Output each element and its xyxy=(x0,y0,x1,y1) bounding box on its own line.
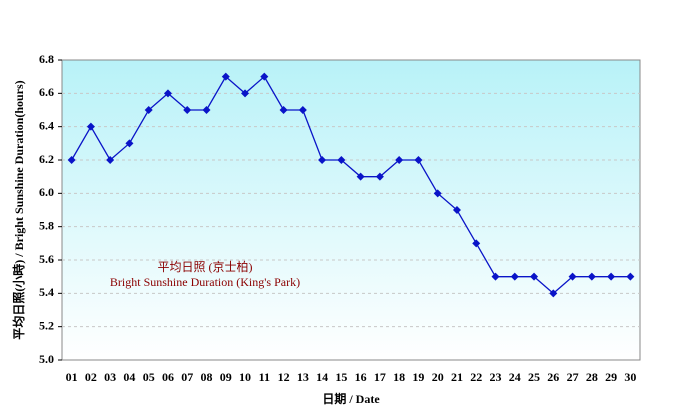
y-tick-label: 5.2 xyxy=(39,318,54,332)
x-tick-label: 20 xyxy=(432,370,444,384)
marker xyxy=(202,106,211,114)
x-tick-label: 05 xyxy=(143,370,155,384)
marker xyxy=(414,156,423,164)
y-tick-label: 5.8 xyxy=(39,218,54,232)
x-tick-label: 22 xyxy=(470,370,482,384)
marker xyxy=(510,272,519,281)
marker xyxy=(67,156,76,164)
x-tick-label: 03 xyxy=(104,370,116,384)
x-tick-label: 02 xyxy=(85,370,97,384)
plot-area xyxy=(61,59,641,361)
x-tick-label: 17 xyxy=(374,370,386,384)
x-tick-label: 23 xyxy=(490,370,502,384)
y-tick-label: 5.6 xyxy=(39,252,54,266)
marker xyxy=(144,106,153,114)
marker xyxy=(607,272,616,281)
marker xyxy=(587,272,596,281)
x-tick-label: 26 xyxy=(547,370,559,384)
y-tick-label: 5.0 xyxy=(39,352,54,366)
y-tick-label: 5.4 xyxy=(39,285,54,299)
marker xyxy=(395,156,404,164)
x-tick-label: 21 xyxy=(451,370,463,384)
x-tick-label: 11 xyxy=(259,370,270,384)
marker xyxy=(221,72,230,81)
x-tick-label: 13 xyxy=(297,370,309,384)
marker xyxy=(318,156,327,164)
x-tick-label: 16 xyxy=(355,370,367,384)
marker xyxy=(279,106,288,114)
x-tick-label: 04 xyxy=(123,370,135,384)
annotation: Bright Sunshine Duration (King's Park) xyxy=(110,275,300,289)
marker xyxy=(452,206,461,214)
x-tick-label: 08 xyxy=(201,370,213,384)
x-tick-label: 29 xyxy=(605,370,617,384)
x-tick-label: 12 xyxy=(278,370,290,384)
marker xyxy=(491,272,500,281)
y-tick-label: 6.6 xyxy=(39,85,54,99)
marker xyxy=(472,239,481,248)
marker xyxy=(337,156,346,164)
marker xyxy=(86,122,95,131)
marker xyxy=(626,272,635,281)
y-tick-label: 6.4 xyxy=(39,118,54,132)
marker xyxy=(530,272,539,281)
marker xyxy=(241,89,250,98)
x-tick-label: 30 xyxy=(624,370,636,384)
marker xyxy=(375,172,384,181)
marker xyxy=(163,89,172,98)
marker xyxy=(433,189,442,198)
x-tick-label: 18 xyxy=(393,370,405,384)
marker xyxy=(356,172,365,181)
x-tick-label: 07 xyxy=(181,370,193,384)
marker xyxy=(106,156,115,164)
marker xyxy=(125,139,134,148)
marker xyxy=(549,289,558,298)
x-tick-label: 19 xyxy=(412,370,424,384)
x-tick-label: 28 xyxy=(586,370,598,384)
x-tick-label: 10 xyxy=(239,370,251,384)
line xyxy=(71,75,631,295)
x-tick-label: 24 xyxy=(509,370,521,384)
x-tick-label: 09 xyxy=(220,370,232,384)
y-tick-label: 6.0 xyxy=(39,185,54,199)
y-tick-label: 6.2 xyxy=(39,152,54,166)
x-tick-label: 15 xyxy=(335,370,347,384)
x-axis-label: 日期 / Date xyxy=(322,391,380,406)
x-tick-label: 27 xyxy=(567,370,579,384)
x-tick-label: 06 xyxy=(162,370,174,384)
x-tick-label: 25 xyxy=(528,370,540,384)
y-tick-label: 6.8 xyxy=(39,52,54,66)
marker xyxy=(183,106,192,114)
x-tick-label: 01 xyxy=(66,370,78,384)
marker xyxy=(260,72,269,81)
x-tick-label: 14 xyxy=(316,370,328,384)
marker xyxy=(298,106,307,114)
annotation: 平均日照 (京士柏) xyxy=(158,259,253,274)
marker xyxy=(568,272,577,281)
y-axis-label: 平均日照(小時) / Bright Sunshine Duration(hour… xyxy=(11,80,26,339)
